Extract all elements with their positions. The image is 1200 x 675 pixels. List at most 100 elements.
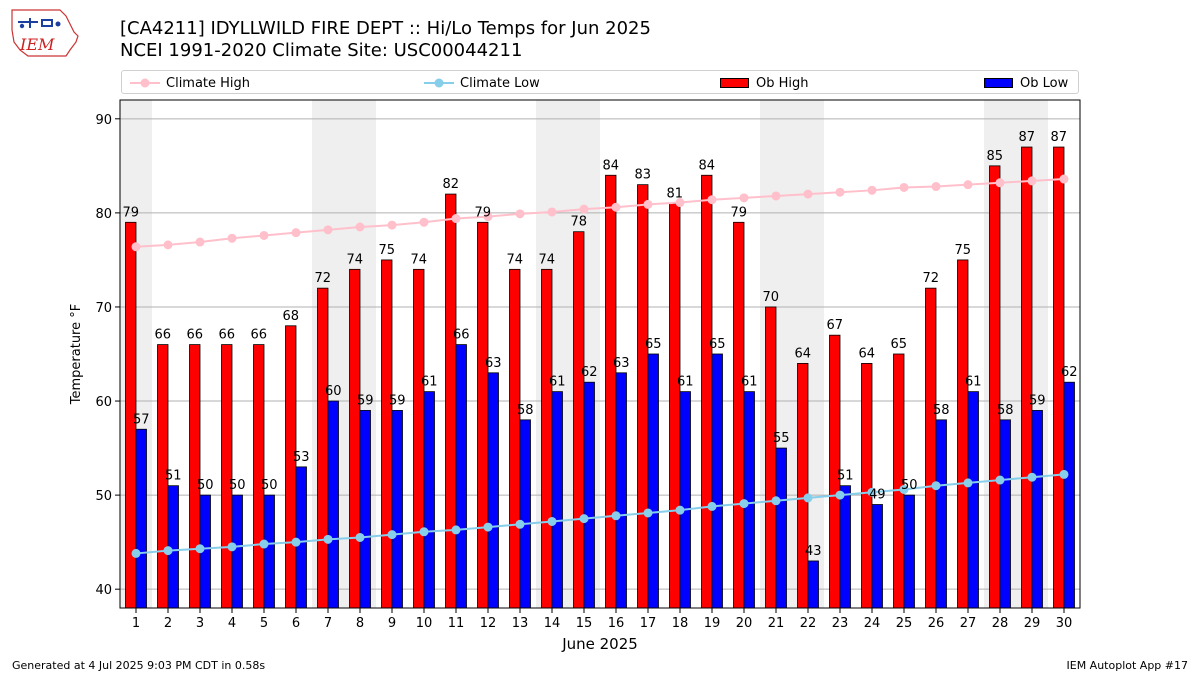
climate-low-point xyxy=(195,544,205,554)
x-tick-label: 13 xyxy=(512,616,529,631)
ob-high-data-label: 72 xyxy=(922,271,939,286)
ob-high-bar xyxy=(637,184,649,609)
climate-high-point xyxy=(451,214,461,224)
ob-low-bar xyxy=(807,560,819,609)
ob-high-data-label: 64 xyxy=(794,346,811,361)
climate-low-point xyxy=(803,493,813,503)
y-axis-label: Temperature °F xyxy=(69,304,84,405)
ob-low-data-label: 61 xyxy=(677,375,694,390)
x-tick-label: 4 xyxy=(228,616,236,631)
x-tick-label: 24 xyxy=(864,616,881,631)
ob-high-data-label: 74 xyxy=(506,252,523,267)
data-labels: 79 66 66 66 66 68 72 74 75 74 82 79 74 74 78 84 83 81 84 79… xyxy=(122,130,1077,559)
ob-low-data-label: 65 xyxy=(645,337,662,352)
climate-high-line xyxy=(135,178,1065,248)
x-tick-label: 7 xyxy=(324,616,332,631)
ob-high-bar xyxy=(573,231,585,609)
chart-legend: Climate High Climate Low Ob High Ob Low xyxy=(121,70,1079,94)
ob-high-data-label: 67 xyxy=(826,318,843,333)
ob-high-data-label: 78 xyxy=(570,215,587,230)
ob-low-bar xyxy=(231,494,243,609)
climate-low-point xyxy=(611,511,621,521)
ob-low-data-label: 62 xyxy=(1061,365,1078,380)
ob-low-data-label: 61 xyxy=(965,375,982,390)
ob-high-data-label: 84 xyxy=(698,158,715,173)
climate-low-point xyxy=(451,525,461,535)
ob-low-data-label: 49 xyxy=(869,488,886,503)
ob-low-bar xyxy=(135,428,147,609)
legend-item-ob-low: Ob Low xyxy=(984,74,1068,92)
ob-high-data-label: 75 xyxy=(378,243,395,258)
x-tick-label: 8 xyxy=(356,616,364,631)
ob-high-bar xyxy=(253,344,265,609)
ob-low-data-label: 63 xyxy=(613,356,630,371)
ob-low-bar xyxy=(295,466,307,609)
ob-low-data-label: 55 xyxy=(773,431,790,446)
x-tick-label: 21 xyxy=(768,616,785,631)
ob-high-bar xyxy=(221,344,233,609)
climate-low-point xyxy=(1027,472,1037,482)
ob-low-bar xyxy=(583,381,595,609)
ob-low-data-label: 50 xyxy=(261,478,278,493)
ob-low-data-label: 59 xyxy=(1029,393,1046,408)
x-tick-label: 25 xyxy=(896,616,913,631)
footer-app: IEM Autoplot App #17 xyxy=(1066,659,1189,672)
ob-low-bar xyxy=(1063,381,1075,609)
climate-high-point xyxy=(1059,174,1069,184)
ob-high-data-label: 66 xyxy=(154,328,171,343)
climate-high-point xyxy=(259,230,269,240)
ob-high-bar xyxy=(701,174,713,609)
legend-label-ob-high: Ob High xyxy=(756,75,809,91)
ob-high-bar xyxy=(317,287,329,609)
ob-high-bar xyxy=(797,363,809,609)
ob-high-data-label: 85 xyxy=(986,149,1003,164)
climate-high-point xyxy=(643,199,653,209)
ob-low-bar xyxy=(999,419,1011,609)
climate-low-point xyxy=(995,475,1005,485)
ob-high-bar xyxy=(861,363,873,609)
y-tick-label: 90 xyxy=(95,113,112,128)
ob-high-bar xyxy=(349,268,361,609)
climate-high-point xyxy=(227,233,237,243)
ob-high-bar xyxy=(957,259,969,609)
ob-low-data-label: 43 xyxy=(805,544,822,559)
ob-low-bar xyxy=(775,447,787,609)
x-tick-label: 15 xyxy=(576,616,593,631)
x-tick-label: 28 xyxy=(992,616,1009,631)
ob-low-bar xyxy=(839,485,851,609)
climate-high-point xyxy=(867,185,877,195)
climate-high-point xyxy=(291,228,301,238)
climate-high-point xyxy=(323,225,333,235)
climate-high-point xyxy=(803,189,813,199)
climate-low-point xyxy=(547,516,557,526)
climate-low-point xyxy=(867,487,877,497)
ob-high-data-label: 75 xyxy=(954,243,971,258)
climate-low-point xyxy=(227,542,237,552)
ob-high-data-label: 81 xyxy=(666,186,683,201)
x-tick-label: 3 xyxy=(196,616,204,631)
climate-high-point xyxy=(931,182,941,192)
ob-high-data-label: 87 xyxy=(1050,130,1067,145)
x-tick-label: 19 xyxy=(704,616,721,631)
climate-low-point xyxy=(771,496,781,506)
ob-high-data-label: 68 xyxy=(282,309,299,324)
climate-low-point xyxy=(259,539,269,549)
ob-low-bar xyxy=(359,410,371,609)
ob-high-data-label: 74 xyxy=(346,252,363,267)
climate-high-point xyxy=(195,237,205,247)
ob-high-data-label: 79 xyxy=(122,205,139,220)
x-tick-label: 1 xyxy=(132,616,140,631)
climate-low-point xyxy=(515,519,525,529)
climate-high-point xyxy=(675,198,685,208)
climate-low-point xyxy=(483,522,493,532)
climate-high-point xyxy=(835,187,845,197)
ob-low-bar xyxy=(263,494,275,609)
climate-lines xyxy=(131,174,1069,558)
climate-low-point xyxy=(707,501,717,511)
climate-high-point xyxy=(899,182,909,192)
climate-low-point xyxy=(163,546,173,556)
x-axis-label: June 2025 xyxy=(561,635,638,653)
ob-low-data-label: 50 xyxy=(901,478,918,493)
climate-low-point xyxy=(131,548,141,558)
iem-logo: IEM xyxy=(11,9,79,57)
